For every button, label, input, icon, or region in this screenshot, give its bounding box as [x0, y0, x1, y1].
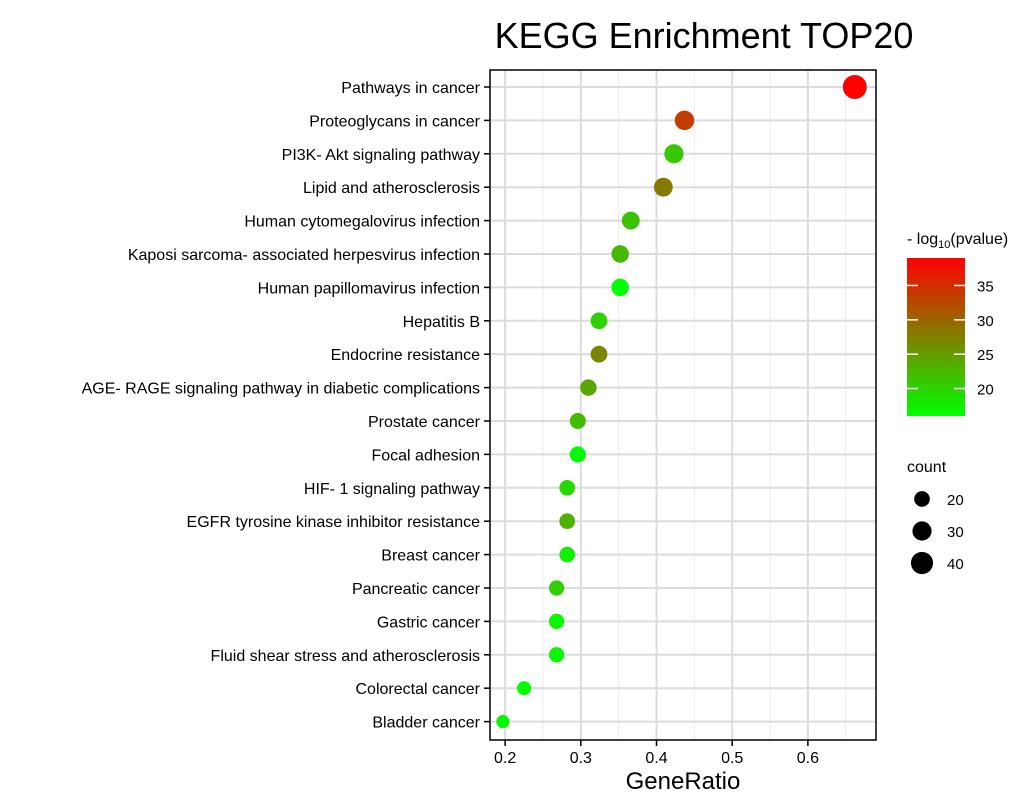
y-tick-label: Bladder cancer [372, 715, 480, 732]
y-tick-label: Colorectal cancer [356, 681, 481, 698]
x-axis-title: GeneRatio [626, 768, 741, 795]
y-tick-label: Endocrine resistance [331, 347, 481, 364]
data-point [559, 513, 576, 530]
data-point [664, 144, 684, 164]
data-point [496, 715, 510, 729]
data-point [674, 110, 695, 131]
y-tick-label: Lipid and atherosclerosis [303, 180, 480, 197]
x-tick-label: 0.4 [645, 750, 667, 767]
x-tick-label: 0.5 [721, 750, 743, 767]
color-legend-bar [907, 258, 965, 416]
data-point [611, 278, 629, 297]
y-tick-label: Breast cancer [381, 548, 480, 565]
data-point [842, 75, 867, 99]
data-point [559, 479, 576, 496]
data-point [548, 647, 565, 663]
x-axis-ticks: 0.2 0.3 0.4 0.5 0.6 [494, 740, 819, 767]
size-legend-dot [914, 491, 930, 507]
y-tick-label: Fluid shear stress and atherosclerosis [211, 648, 480, 665]
y-tick-label: Proteoglycans in cancer [309, 113, 480, 130]
data-point [517, 681, 532, 696]
size-legend-items: 20 30 40 [910, 491, 964, 575]
size-legend: count 20 30 40 [907, 459, 964, 575]
plot-border [489, 69, 877, 741]
data-point [580, 379, 597, 396]
size-legend-title: count [907, 459, 947, 476]
x-tick-label: 0.6 [797, 750, 819, 767]
color-tick-label: 30 [977, 313, 994, 330]
data-point [621, 211, 640, 230]
y-tick-label: Human papillomavirus infection [258, 280, 480, 297]
y-tick-label: Focal adhesion [371, 447, 480, 464]
color-legend-ticks: 20 25 30 35 [907, 278, 994, 399]
color-tick-label: 35 [977, 278, 994, 295]
y-tick-label: HIF- 1 signaling pathway [304, 481, 480, 498]
color-tick-label: 20 [977, 382, 994, 399]
y-tick-label: Human cytomegalovirus infection [244, 214, 480, 231]
plot-panel [490, 70, 876, 740]
y-tick-label: AGE- RAGE signaling pathway in diabetic … [82, 381, 480, 398]
y-tick-label: Kaposi sarcoma- associated herpesvirus i… [128, 247, 480, 264]
color-legend-title: - log10(pvalue) [907, 231, 1008, 251]
y-tick-label: Prostate cancer [368, 414, 481, 431]
x-tick-label: 0.2 [494, 750, 516, 767]
data-point [590, 345, 608, 363]
data-point [590, 312, 608, 330]
y-tick-label: Gastric cancer [377, 614, 481, 631]
size-legend-label: 20 [947, 492, 964, 509]
data-point [559, 546, 576, 563]
size-legend-label: 30 [947, 524, 964, 541]
chart-title: KEGG Enrichment TOP20 [495, 15, 914, 56]
size-legend-dot [910, 551, 934, 575]
y-tick-label: Pathways in cancer [341, 80, 480, 97]
color-tick-label: 25 [977, 347, 994, 364]
data-point [548, 580, 565, 596]
size-legend-dot [912, 521, 932, 541]
y-tick-label: Hepatitis B [403, 314, 480, 331]
data-point [548, 613, 565, 630]
x-tick-label: 0.3 [570, 750, 592, 767]
data-points [496, 75, 867, 729]
data-point [569, 446, 586, 463]
y-tick-label: PI3K- Akt signaling pathway [282, 147, 480, 164]
data-point [653, 177, 673, 197]
color-legend: - log10(pvalue) 20 25 30 35 [907, 231, 1008, 416]
data-point [611, 245, 629, 263]
data-point [569, 412, 586, 430]
y-tick-label: Pancreatic cancer [352, 581, 481, 598]
size-legend-label: 40 [947, 556, 964, 573]
y-tick-label: EGFR tyrosine kinase inhibitor resistanc… [187, 514, 481, 531]
y-axis-labels: Pathways in cancer Proteoglycans in cance… [82, 80, 490, 732]
